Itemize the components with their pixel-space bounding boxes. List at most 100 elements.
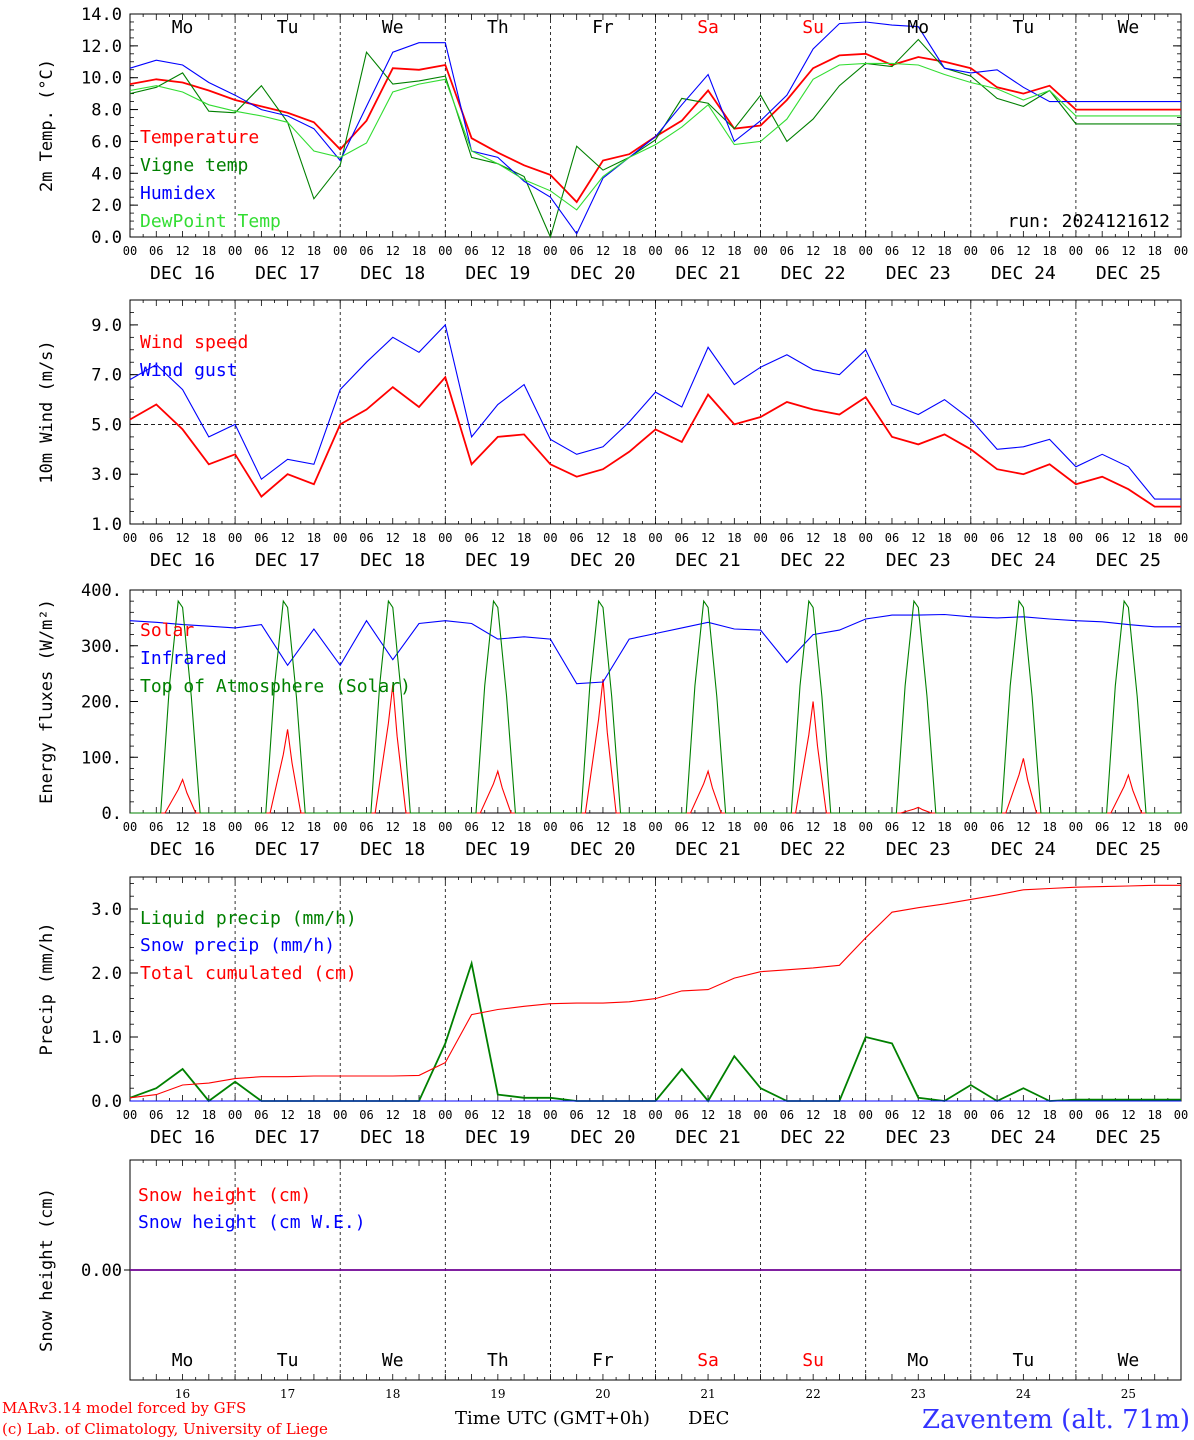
x-date-label: DEC 17 [255, 550, 320, 571]
x-hour-label: 18 [832, 1108, 846, 1122]
y-axis-title: Snow height (cm) [37, 1188, 57, 1352]
x-hour-label: 06 [990, 531, 1004, 545]
x-hour-label: 06 [569, 1108, 583, 1122]
x-hour-label: 06 [780, 244, 794, 258]
x-hour-label: 12 [1121, 1108, 1135, 1122]
x-hour-label: 18 [1147, 1108, 1161, 1122]
x-hour-label: 06 [359, 1108, 373, 1122]
x-hour-label: 00 [753, 1108, 767, 1122]
x-hour-label: 06 [885, 531, 899, 545]
x-hour-label: 06 [464, 1108, 478, 1122]
x-date-label: DEC 18 [360, 1127, 425, 1148]
legend-label: Snow precip (mm/h) [140, 935, 335, 956]
x-hour-label: 18 [517, 820, 531, 834]
x-date-label: DEC 23 [886, 263, 951, 284]
x-hour-label: 12 [1121, 244, 1135, 258]
x-date-label: DEC 25 [1096, 839, 1161, 860]
day-name-label: Mo [172, 17, 194, 38]
x-date-label: DEC 23 [886, 550, 951, 571]
day-name-label: Th [487, 1350, 509, 1371]
x-hour-label: 18 [727, 1108, 741, 1122]
x-hour-label: 12 [386, 244, 400, 258]
x-hour-label: 18 [622, 531, 636, 545]
x-hour-label: 06 [990, 1108, 1004, 1122]
legend-label: Wind speed [140, 332, 248, 353]
legend-label: Infrared [140, 648, 227, 669]
x-hour-label: 12 [911, 531, 925, 545]
x-hour-label: 00 [648, 244, 662, 258]
x-hour-label: 18 [727, 244, 741, 258]
x-hour-label: 12 [1016, 820, 1030, 834]
x-hour-label: 12 [806, 244, 820, 258]
x-hour-label: 12 [701, 244, 715, 258]
series-line-liquid-precip-mm-h- [129, 959, 1181, 1103]
day-name-label: Fr [592, 17, 614, 38]
y-tick-label: 12.0 [81, 37, 122, 57]
day-name-label: Tu [277, 17, 299, 38]
x-hour-label: 06 [149, 1108, 163, 1122]
x-hour-label: 12 [911, 1108, 925, 1122]
x-hour-label: 06 [149, 244, 163, 258]
x-hour-label: 18 [517, 1108, 531, 1122]
x-hour-label: 12 [701, 1108, 715, 1122]
footer-day-number: 25 [1121, 1387, 1136, 1401]
day-name-label: Fr [592, 1350, 614, 1371]
x-date-label: DEC 19 [465, 263, 530, 284]
y-tick-label: 7.0 [91, 366, 122, 386]
x-hour-label: 06 [254, 1108, 268, 1122]
x-hour-label: 12 [596, 820, 610, 834]
x-hour-label: 12 [491, 1108, 505, 1122]
x-hour-label: 18 [832, 244, 846, 258]
x-hour-label: 00 [1174, 244, 1188, 258]
x-hour-label: 18 [202, 531, 216, 545]
x-hour-label: 00 [1174, 820, 1188, 834]
x-hour-label: 00 [1069, 531, 1083, 545]
day-name-label: Mo [907, 17, 929, 38]
x-date-label: DEC 16 [150, 839, 215, 860]
x-date-label: DEC 21 [676, 839, 741, 860]
y-tick-label: 4.0 [91, 164, 122, 184]
x-hour-label: 12 [701, 820, 715, 834]
y-tick-label: 0. [102, 804, 122, 824]
x-hour-label: 06 [1095, 531, 1109, 545]
x-hour-label: 12 [280, 244, 294, 258]
x-hour-label: 00 [123, 531, 137, 545]
x-date-label: DEC 22 [781, 550, 846, 571]
x-hour-label: 00 [123, 244, 137, 258]
day-name-label: We [382, 17, 404, 38]
x-hour-label: 00 [858, 531, 872, 545]
x-hour-label: 00 [333, 820, 347, 834]
x-date-label: DEC 22 [781, 839, 846, 860]
x-hour-label: 00 [438, 531, 452, 545]
x-hour-label: 12 [175, 820, 189, 834]
x-hour-label: 06 [254, 820, 268, 834]
legend-label: Temperature [140, 127, 259, 148]
y-tick-label: 100. [81, 748, 122, 768]
y-tick-label: 3.0 [91, 900, 122, 920]
x-date-label: DEC 23 [886, 1127, 951, 1148]
x-hour-label: 12 [386, 531, 400, 545]
footer-day-number: 20 [595, 1387, 610, 1401]
x-hour-label: 06 [149, 531, 163, 545]
x-date-label: DEC 24 [991, 550, 1056, 571]
footer-day-number: 19 [490, 1387, 505, 1401]
x-date-label: DEC 24 [991, 263, 1056, 284]
x-hour-label: 18 [1042, 244, 1056, 258]
x-hour-label: 00 [438, 820, 452, 834]
x-hour-label: 12 [280, 531, 294, 545]
x-date-label: DEC 20 [570, 263, 635, 284]
x-hour-label: 00 [123, 1108, 137, 1122]
x-hour-label: 00 [123, 820, 137, 834]
x-hour-label: 18 [307, 820, 321, 834]
y-tick-label: 1.0 [91, 515, 122, 535]
x-hour-label: 12 [175, 1108, 189, 1122]
x-hour-label: 06 [780, 1108, 794, 1122]
x-hour-label: 18 [622, 820, 636, 834]
y-tick-label: 3.0 [91, 465, 122, 485]
x-hour-label: 06 [1095, 820, 1109, 834]
y-tick-label: 200. [81, 693, 122, 713]
x-date-label: DEC 25 [1096, 1127, 1161, 1148]
y-tick-label: 1.0 [91, 1028, 122, 1048]
x-hour-label: 18 [517, 244, 531, 258]
x-date-label: DEC 17 [255, 839, 320, 860]
